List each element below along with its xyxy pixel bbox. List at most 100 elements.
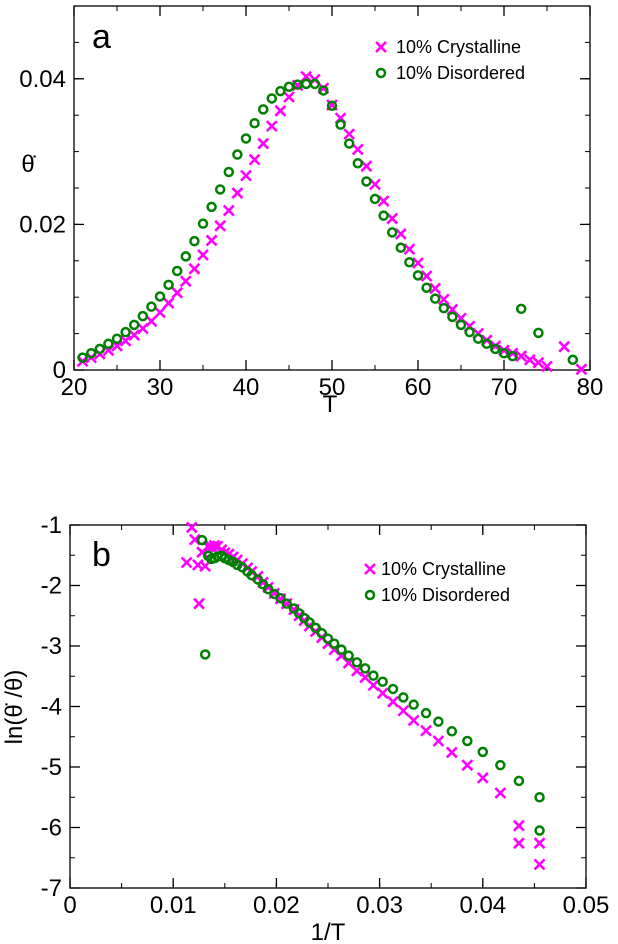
disordered-point-b	[462, 735, 473, 747]
crystalline-point-b	[461, 759, 474, 772]
disordered-point-a	[163, 279, 174, 291]
crystalline-point-a	[119, 334, 132, 347]
disordered-point-b	[495, 759, 506, 771]
crystalline-point-a	[162, 297, 175, 309]
disordered-point-a	[421, 282, 432, 293]
x-tick-label-a: 40	[233, 374, 260, 401]
legend-b: 10% Crystalline 10% Disordered	[364, 559, 510, 605]
disordered-point-a	[128, 319, 140, 331]
disordered-point-a	[266, 93, 278, 104]
crystalline-point-a	[248, 153, 261, 166]
disordered-point-b	[408, 699, 419, 710]
crystalline-point-b	[397, 704, 410, 717]
disordered-point-a	[472, 333, 484, 344]
crystalline-point-b	[533, 837, 546, 850]
legend-marker-crystalline-b	[364, 563, 376, 575]
y-tick-label-b: -7	[41, 875, 62, 902]
crystalline-point-b	[185, 521, 198, 534]
disordered-point-b	[513, 775, 525, 787]
crystalline-point-a	[128, 329, 141, 341]
crystalline-point-a	[575, 363, 588, 376]
disordered-point-b	[343, 650, 354, 661]
disordered-point-a	[189, 235, 200, 247]
crystalline-point-a	[343, 128, 356, 141]
crystalline-point-a	[274, 104, 287, 117]
x-tick-label-b: 0.04	[459, 892, 506, 919]
crystalline-point-a	[240, 169, 252, 182]
disordered-point-a	[369, 193, 381, 205]
panel-label-b: b	[92, 536, 111, 574]
x-tick-label-b: 0	[63, 892, 76, 919]
crystalline-point-a	[231, 187, 244, 200]
crystalline-point-a	[154, 306, 166, 319]
panel-a: 20 30 40 50 60 70 80 0 0.02 0.04 a T θ̇ 10% Cryst…	[19, 5, 603, 418]
crystalline-point-a	[214, 219, 227, 232]
x-tick-label-a: 70	[491, 374, 518, 401]
disordered-point-b	[477, 746, 489, 758]
crystalline-point-a	[386, 212, 399, 225]
disordered-point-a	[180, 251, 192, 262]
disordered-point-a	[515, 303, 527, 315]
crystalline-point-b	[208, 539, 221, 552]
disordered-point-b	[328, 638, 340, 649]
disordered-point-b	[398, 692, 409, 703]
disordered-point-b	[275, 592, 286, 604]
crystalline-point-a	[351, 143, 364, 156]
disordered-point-a	[94, 343, 106, 355]
disordered-point-a	[197, 218, 209, 229]
legend-marker-disordered-a	[375, 67, 387, 79]
disordered-point-a	[232, 149, 243, 160]
disordered-point-b	[534, 792, 545, 803]
disordered-point-a	[404, 257, 415, 268]
disordered-point-a	[154, 291, 166, 302]
disordered-point-a	[335, 119, 346, 130]
crystalline-point-a	[437, 293, 450, 306]
disordered-point-a	[309, 78, 321, 90]
legend-label-crystalline-a: 10% Crystalline	[396, 37, 521, 57]
legend-label-disordered-a: 10% Disordered	[396, 63, 525, 83]
legend-symbol-crystalline-b	[364, 563, 376, 575]
disordered-point-b	[446, 726, 458, 737]
y-tick-label-b: -2	[41, 573, 62, 600]
legend-marker-crystalline-a	[375, 41, 387, 53]
y-tick-label-b: -5	[41, 754, 62, 781]
crystalline-point-b	[476, 771, 489, 784]
y-tick-label-b: -3	[41, 633, 62, 660]
disordered-point-a	[257, 104, 269, 115]
disordered-point-a	[223, 166, 235, 178]
crystalline-point-a	[515, 350, 528, 363]
disordered-point-b	[196, 534, 208, 546]
disordered-point-a	[120, 326, 131, 338]
disordered-point-a	[111, 333, 123, 344]
y-tick-label-b: -6	[41, 815, 62, 842]
disordered-point-a	[395, 242, 407, 253]
y-axis-title-a: θ̇	[21, 151, 36, 178]
crystalline-point-b	[445, 746, 458, 759]
marks-b	[180, 521, 546, 871]
y-tick-label-a: 0.02	[19, 211, 66, 238]
disordered-point-a	[464, 326, 475, 338]
disordered-point-a	[412, 270, 424, 281]
legend-symbol-crystalline-a	[375, 41, 387, 53]
crystalline-point-a	[412, 257, 424, 269]
crystalline-point-b	[494, 787, 507, 799]
ticks-b: 0 0.01 0.02 0.03 0.04 0.05 -7 -6 -5 -4 -3 -2 -1	[41, 512, 610, 919]
x-tick-label-b: 0.01	[150, 892, 197, 919]
x-tick-label-b: 0.03	[356, 892, 403, 919]
crystalline-point-b	[513, 819, 525, 832]
ticks-a: 20 30 40 50 60 70 80 0 0.02 0.04	[19, 5, 603, 401]
disordered-point-a	[361, 176, 372, 187]
x-tick-label-a: 30	[147, 374, 174, 401]
y-tick-label-a: 0	[53, 357, 66, 384]
x-axis-title-a: T	[323, 391, 338, 418]
crystalline-point-a	[541, 360, 553, 373]
disordered-point-a	[85, 348, 97, 359]
disordered-point-b	[336, 644, 347, 655]
disordered-point-b	[534, 825, 545, 836]
crystalline-point-a	[197, 249, 209, 261]
crystalline-point-a	[205, 234, 218, 247]
legend-symbol-disordered-a	[375, 67, 387, 79]
crystalline-point-a	[179, 275, 192, 288]
disordered-point-a	[77, 352, 88, 363]
